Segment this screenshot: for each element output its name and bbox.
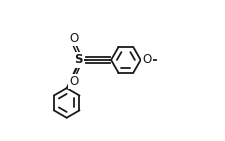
Text: S: S [74,53,83,66]
Text: O: O [69,32,78,45]
Text: O: O [69,75,78,88]
Text: O: O [142,53,152,66]
